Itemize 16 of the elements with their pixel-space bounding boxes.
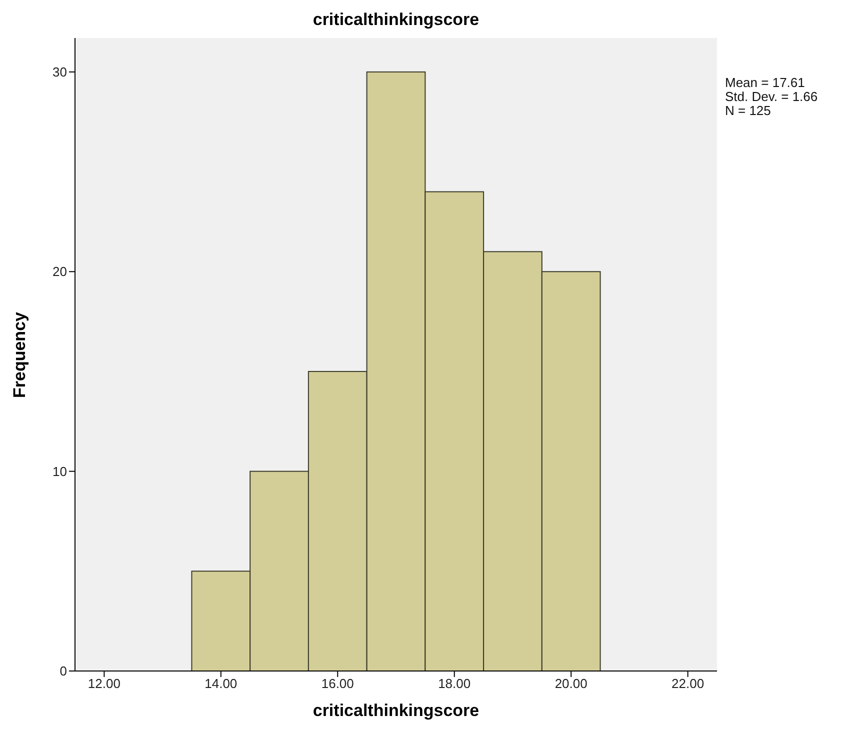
y-axis-title: Frequency	[10, 312, 30, 398]
x-tick-label: 16.00	[321, 676, 354, 692]
chart-title: criticalthinkingscore	[312, 10, 480, 30]
x-tick-label: 14.00	[204, 676, 238, 692]
x-tick-label: 20.00	[554, 676, 588, 692]
x-tick-label: 18.00	[438, 676, 471, 692]
text: Std. Dev. = 1.66	[725, 89, 818, 104]
text: Mean = 17.61	[725, 75, 806, 90]
x-tick-label: 22.00	[672, 676, 704, 692]
y-tick-label: 10	[52, 464, 67, 479]
text: N = 125	[725, 103, 772, 118]
x-tick-label: 12.00	[88, 676, 120, 692]
y-tick-label: 30	[52, 64, 67, 80]
x-axis-title: criticalthinkingscore	[312, 701, 480, 721]
y-tick-label: 0	[60, 664, 67, 679]
y-tick-label: 20	[52, 264, 67, 280]
